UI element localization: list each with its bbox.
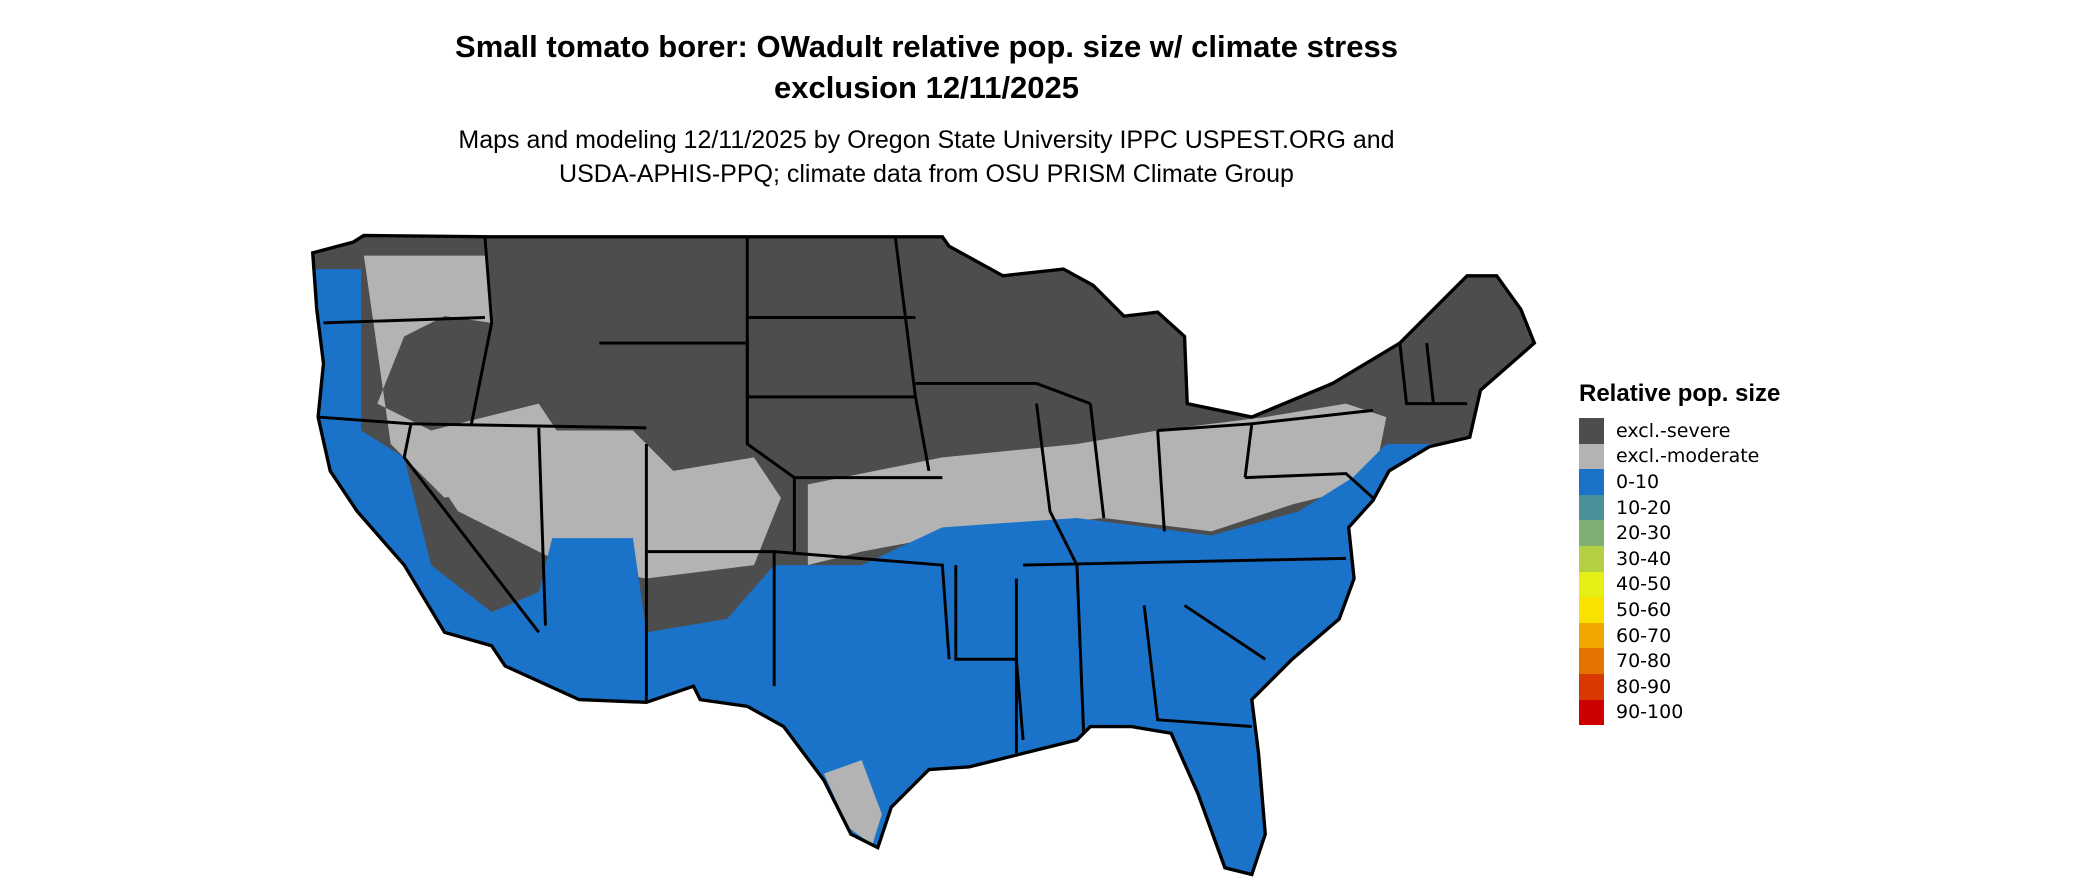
map-subtitle-line2: USDA-APHIS-PPQ; climate data from OSU PR… bbox=[559, 160, 1294, 188]
legend-swatch bbox=[1579, 622, 1604, 649]
legend-swatch bbox=[1579, 699, 1604, 726]
legend-swatch bbox=[1579, 597, 1604, 623]
map-subtitle: Maps and modeling 12/11/2025 by Oregon S… bbox=[458, 126, 1395, 154]
legend-label: 70-80 bbox=[1616, 650, 1672, 673]
excl-moderate-region-basin bbox=[404, 430, 781, 579]
legend-label: 80-90 bbox=[1616, 675, 1672, 698]
legend-swatch bbox=[1579, 443, 1604, 470]
legend-item: 30-40 bbox=[1579, 545, 1780, 572]
legend-item: excl.-moderate bbox=[1579, 443, 1780, 470]
legend-item: 80-90 bbox=[1579, 673, 1780, 700]
legend-item: excl.-severe bbox=[1579, 418, 1780, 444]
legend-label: 30-40 bbox=[1616, 547, 1672, 570]
map-title-line2: exclusion 12/11/2025 bbox=[773, 70, 1080, 105]
legend-title: Relative pop. size bbox=[1579, 380, 1781, 407]
legend-label: excl.-moderate bbox=[1616, 445, 1760, 468]
legend-swatch bbox=[1579, 494, 1604, 521]
legend-swatch bbox=[1579, 648, 1604, 674]
excl-moderate-region-south-texas bbox=[823, 760, 882, 845]
legend-label: 50-60 bbox=[1616, 598, 1672, 621]
legend-label: 20-30 bbox=[1616, 522, 1672, 545]
legend-swatch bbox=[1579, 469, 1604, 495]
legend: Relative pop. size excl.-severe excl.-mod… bbox=[1579, 380, 1781, 726]
excl-moderate-region-central bbox=[807, 403, 1387, 566]
legend-swatch bbox=[1579, 520, 1604, 546]
state-borders bbox=[317, 236, 1468, 754]
legend-label: 10-20 bbox=[1616, 496, 1672, 519]
legend-item: 10-20 bbox=[1579, 494, 1780, 521]
legend-swatch bbox=[1579, 571, 1604, 598]
legend-swatch bbox=[1579, 418, 1604, 444]
legend-item: 60-70 bbox=[1579, 622, 1780, 649]
legend-item: 90-100 bbox=[1579, 699, 1780, 726]
legend-item: 20-30 bbox=[1579, 520, 1780, 546]
legend-item: 0-10 bbox=[1579, 469, 1780, 495]
legend-item: 50-60 bbox=[1579, 597, 1780, 623]
legend-label: 90-100 bbox=[1616, 701, 1684, 724]
map-title: Small tomato borer: OWadult relative pop… bbox=[455, 29, 1398, 64]
legend-label: 40-50 bbox=[1616, 573, 1672, 596]
legend-item: 40-50 bbox=[1579, 571, 1780, 598]
legend-swatch bbox=[1579, 673, 1604, 700]
legend-label: 60-70 bbox=[1616, 624, 1672, 647]
legend-item: 70-80 bbox=[1579, 648, 1780, 674]
legend-swatch bbox=[1579, 545, 1604, 572]
legend-label: 0-10 bbox=[1616, 470, 1660, 493]
legend-label: excl.-severe bbox=[1616, 419, 1731, 442]
